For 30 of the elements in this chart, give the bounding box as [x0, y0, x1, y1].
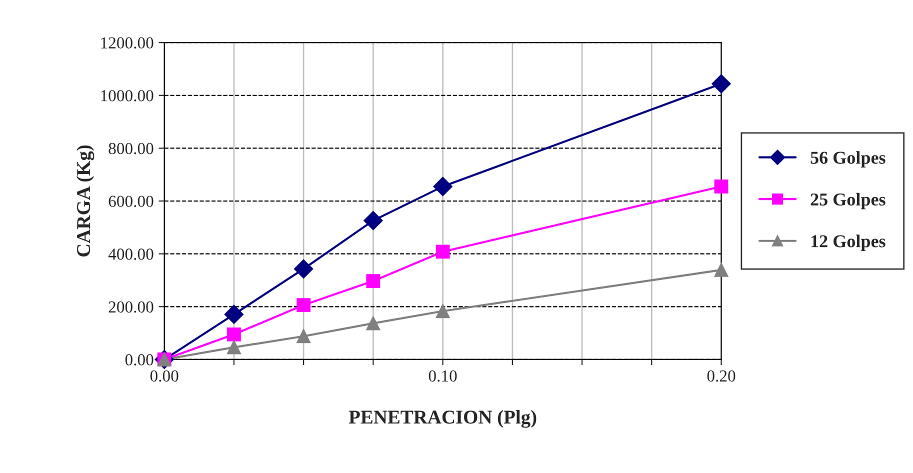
- legend-label: 12 Golpes: [811, 234, 886, 252]
- y-tick-label: 1200.00: [101, 37, 154, 49]
- point: [296, 298, 311, 312]
- point: [227, 327, 241, 342]
- y-tick-label: 600.00: [108, 196, 154, 208]
- point: [227, 340, 241, 354]
- point: [296, 329, 311, 344]
- point: [366, 316, 380, 330]
- y-axis-title: CARGA (Kg): [76, 145, 94, 257]
- y-tick-label: 0.00: [125, 354, 154, 366]
- legend-label: 56 Golpes: [810, 151, 886, 168]
- point: [436, 304, 450, 318]
- x-axis-title: PENETRACION (Plg): [348, 410, 536, 428]
- y-tick-label: 800.00: [108, 142, 154, 154]
- legend-label: 25 Golpes: [810, 192, 886, 210]
- point: [712, 74, 731, 94]
- y-tick-label: 400.00: [108, 248, 154, 260]
- point: [224, 304, 244, 324]
- point: [294, 259, 314, 278]
- y-tick-label: 200.00: [108, 301, 154, 313]
- x-tick-label: 0.20: [707, 370, 736, 382]
- point: [714, 180, 728, 194]
- y-tick-label: 1000.00: [101, 90, 154, 102]
- point: [714, 263, 728, 277]
- point: [366, 274, 380, 288]
- point: [436, 244, 450, 259]
- point: [433, 176, 452, 196]
- point: [364, 211, 383, 230]
- x-tick-label: 0.00: [150, 370, 178, 382]
- x-tick-label: 0.10: [428, 370, 457, 382]
